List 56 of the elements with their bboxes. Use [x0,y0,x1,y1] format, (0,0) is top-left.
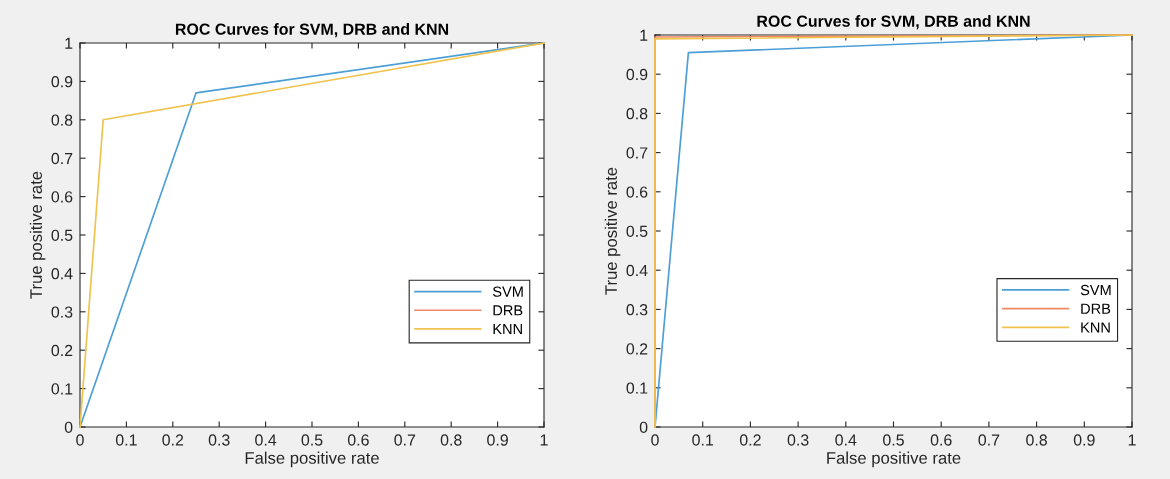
legend-label: KNN [493,324,522,335]
y-tick-label: 0 [639,421,648,433]
legend-label: KNN [1081,322,1110,333]
x-tick-label: 0.2 [162,434,184,446]
y-tick-label: 0.5 [51,229,73,241]
x-tick-label: 0.3 [208,434,230,446]
x-tick-label: 1 [540,434,548,446]
y-tick-label: 0.7 [626,147,648,159]
x-tick-label: 0.9 [1073,434,1095,446]
legend-label: SVM [492,286,523,297]
x-tick-label: 0.9 [487,434,508,446]
x-tick-label: 0 [76,434,84,446]
x-tick-label: 0.5 [883,434,904,446]
x-tick-label: 0.6 [347,434,369,446]
x-tick-label: 0.3 [787,434,809,446]
y-axis-title: True positive rate [604,167,621,295]
y-tick-label: 0.4 [626,264,648,277]
x-tick-label: 0.5 [301,434,323,446]
x-tick-label: 0 [651,434,659,446]
y-tick-label: 0.1 [626,382,648,394]
x-axis-title: False positive rate [827,451,961,468]
y-tick-label: 0.6 [626,186,648,198]
y-tick-label: 0.9 [51,76,73,88]
x-tick-label: 0.1 [692,434,714,446]
legend-label: DRB [493,305,523,316]
x-tick-label: 0.1 [115,434,137,446]
x-tick-label: 0.2 [739,434,761,446]
y-tick-label: 0.3 [51,306,73,318]
y-tick-label: 0.5 [626,225,648,237]
y-tick-label: 0.6 [51,191,73,203]
chart-title: ROC Curves for SVM, DRB and KNN [757,15,1030,30]
y-tick-label: 0.8 [51,114,73,126]
x-tick-label: 0.7 [394,434,416,446]
x-tick-label: 0.4 [835,434,857,446]
x-tick-label: 0.4 [255,434,277,446]
legend-label: SVM [1080,284,1111,296]
x-axis-title: False positive rate [245,451,379,468]
x-tick-label: 0.6 [930,434,952,446]
y-axis-title: True positive rate [29,171,46,299]
x-tick-label: 1 [1128,434,1136,446]
y-tick-label: 0.8 [626,108,648,120]
y-tick-label: 0.3 [626,304,648,316]
legend-label: DRB [1081,303,1111,314]
y-tick-label: 1 [65,37,73,49]
y-tick-label: 0.2 [51,344,73,357]
x-tick-label: 0.8 [1026,434,1048,446]
y-tick-label: 0.4 [51,268,73,280]
y-tick-label: 0 [64,421,73,433]
y-tick-label: 0.2 [626,343,648,355]
chart-title: ROC Curves for SVM, DRB and KNN [175,23,449,38]
y-tick-label: 0.1 [51,383,73,395]
x-tick-label: 0.8 [440,434,462,446]
x-tick-label: 0.7 [978,434,1000,446]
y-tick-label: 0.7 [51,152,73,165]
y-tick-label: 1 [640,29,648,41]
y-tick-label: 0.9 [626,68,648,81]
